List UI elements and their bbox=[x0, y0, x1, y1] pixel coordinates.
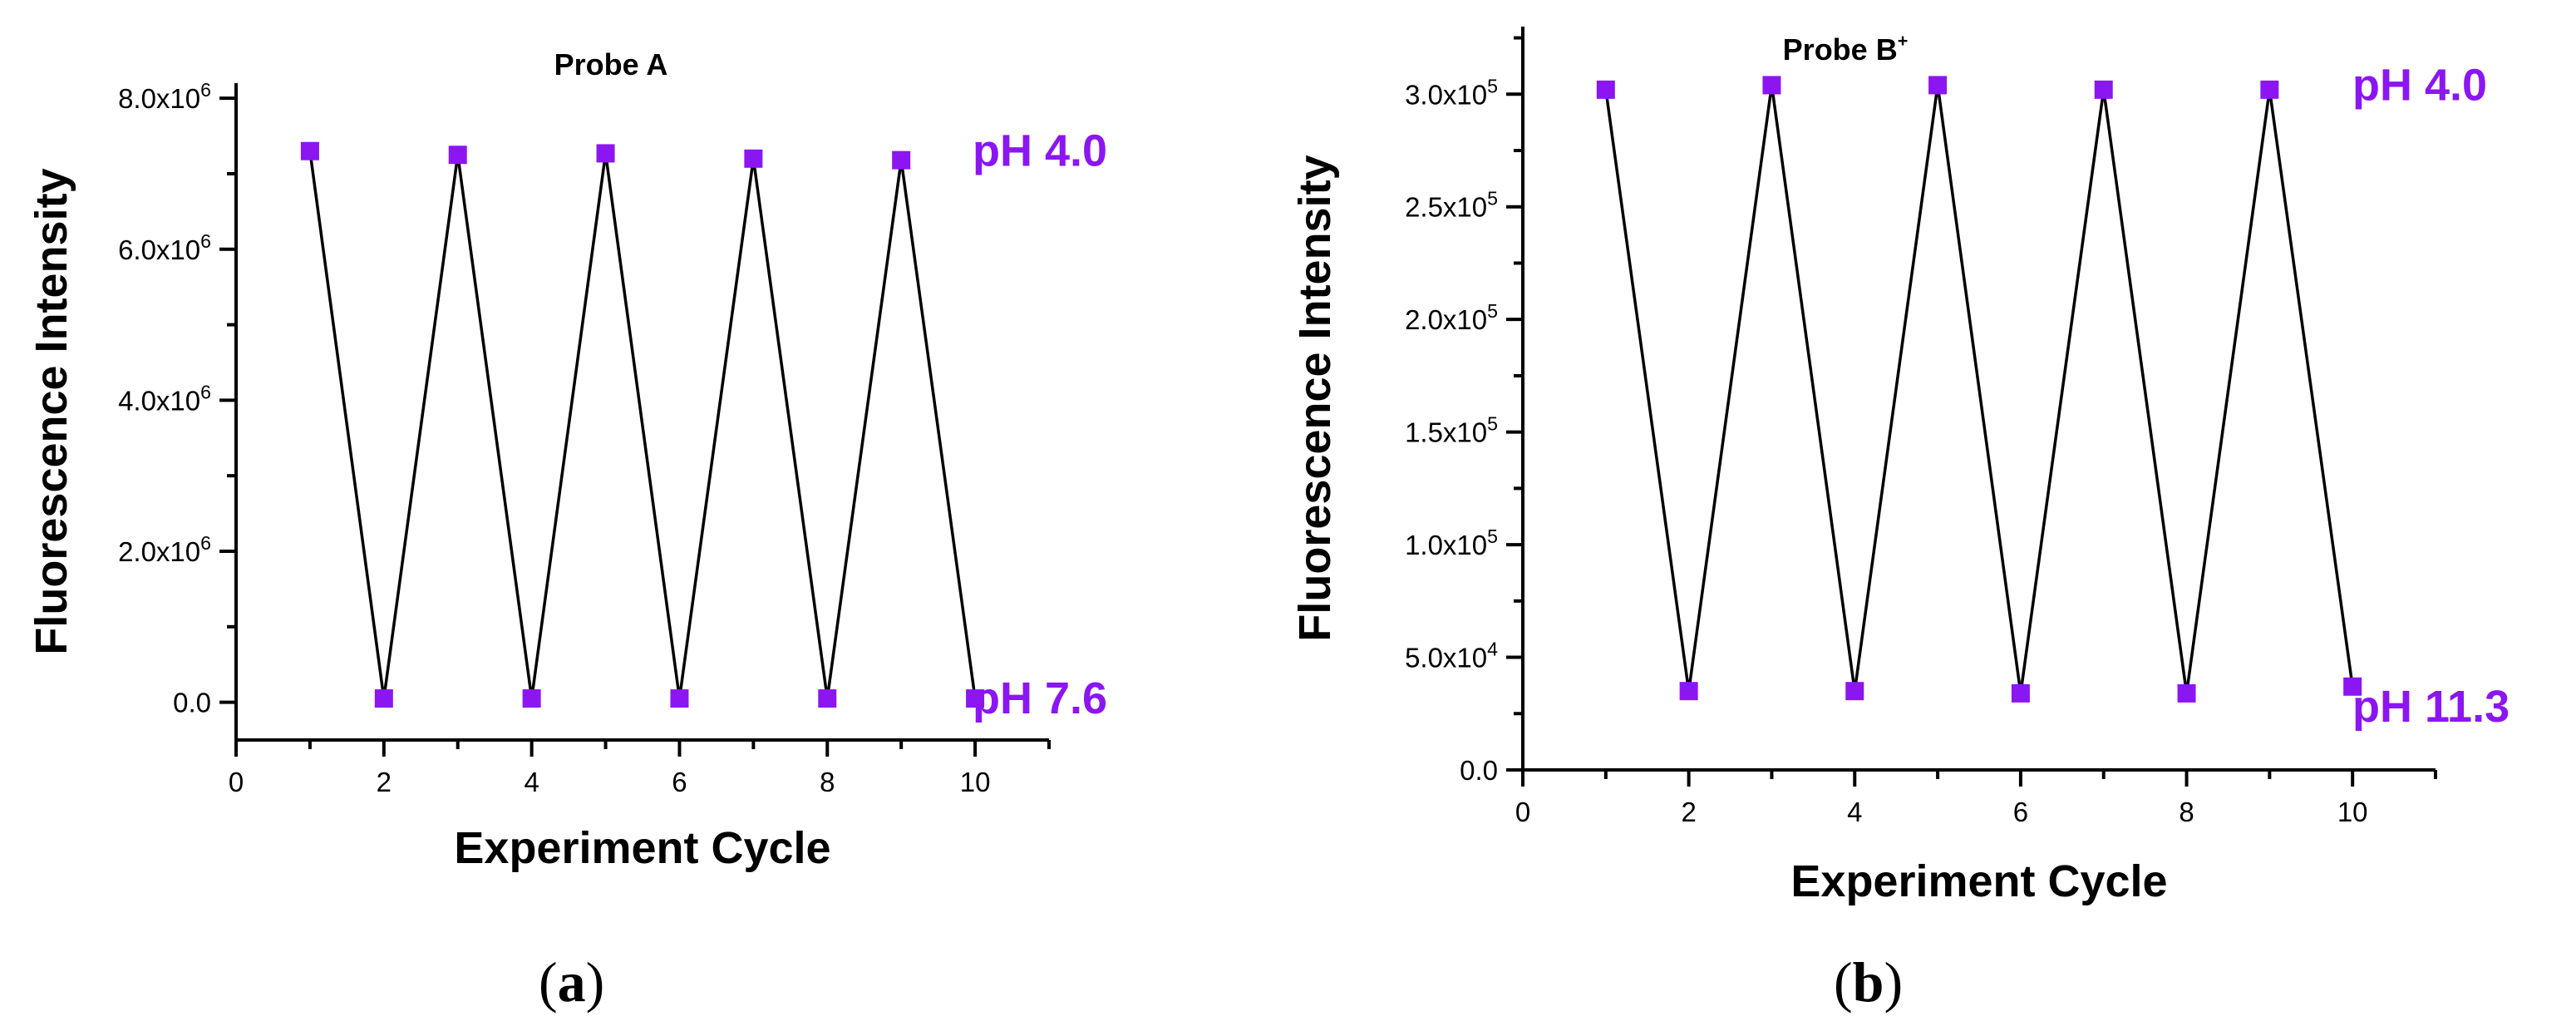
x-tick-label: 2 bbox=[1681, 797, 1696, 827]
y-tick-mantissa: 4.0x10 bbox=[118, 385, 200, 416]
y-tick-mantissa: 1.0x10 bbox=[1405, 530, 1487, 560]
data-point bbox=[1762, 76, 1781, 95]
y-tick-exponent: 5 bbox=[1487, 413, 1498, 435]
data-point bbox=[2343, 677, 2362, 696]
y-tick-label: 0.0 bbox=[1460, 755, 1498, 786]
y-tick-exponent: 5 bbox=[1487, 188, 1498, 210]
data-point bbox=[1845, 682, 1864, 701]
y-axis-label: Fluorescence Intensity bbox=[1290, 155, 1340, 641]
x-tick-label: 8 bbox=[2179, 797, 2194, 827]
x-tick-label: 2 bbox=[377, 767, 392, 797]
ph-annotation: pH 11.3 bbox=[2352, 682, 2510, 732]
y-tick-mantissa: 2.0x10 bbox=[1405, 304, 1487, 335]
chart-title: Probe B+ bbox=[1783, 30, 1909, 67]
data-point bbox=[818, 689, 837, 708]
y-tick-label: 3.0x105 bbox=[1405, 75, 1498, 110]
ph-annotation: pH 7.6 bbox=[973, 673, 1107, 723]
y-tick-exponent: 5 bbox=[1487, 75, 1498, 96]
x-tick-label: 6 bbox=[2013, 797, 2028, 827]
data-point bbox=[2177, 683, 2196, 703]
data-point bbox=[2011, 683, 2030, 703]
x-tick-label: 8 bbox=[820, 767, 835, 797]
data-point bbox=[744, 149, 763, 168]
chart-title: Probe A bbox=[554, 47, 668, 81]
x-tick-label: 0 bbox=[229, 767, 244, 797]
data-point bbox=[522, 689, 541, 708]
y-tick-mantissa: 5.0x10 bbox=[1405, 643, 1487, 673]
data-point bbox=[300, 141, 319, 160]
chart-probe-a: 0 2 4 6 8 100.02.0x1064.0x1066.0x1068.0x106Ex… bbox=[27, 47, 1107, 873]
data-point bbox=[1928, 76, 1948, 95]
y-tick-exponent: 6 bbox=[200, 79, 211, 101]
ph-annotation: pH 4.0 bbox=[2352, 60, 2487, 110]
y-tick-label: 1.0x105 bbox=[1405, 525, 1498, 560]
data-point bbox=[374, 689, 393, 708]
y-tick-exponent: 6 bbox=[200, 381, 211, 402]
y-tick-mantissa: 8.0x10 bbox=[118, 83, 200, 114]
y-tick-exponent: 4 bbox=[1487, 639, 1498, 660]
y-tick-exponent: 5 bbox=[1487, 525, 1498, 547]
y-tick-mantissa: 2.0x10 bbox=[118, 536, 200, 567]
y-tick-label: 8.0x106 bbox=[118, 79, 211, 114]
y-tick-mantissa: 1.5x10 bbox=[1405, 417, 1487, 448]
y-tick-exponent: 5 bbox=[1487, 300, 1498, 322]
y-tick-label: 1.5x105 bbox=[1405, 413, 1498, 448]
x-axis-label: Experiment Cycle bbox=[454, 823, 830, 873]
data-point bbox=[966, 689, 985, 708]
ph-annotation: pH 4.0 bbox=[973, 126, 1107, 176]
data-point bbox=[1679, 682, 1698, 701]
x-tick-label: 0 bbox=[1515, 797, 1530, 827]
y-tick-exponent: 6 bbox=[200, 230, 211, 252]
chart-probe-b: 0 2 4 6 8 100.05.0x1041.0x1051.5x1052.0x1052.… bbox=[1290, 27, 2510, 906]
x-tick-label: 4 bbox=[1847, 797, 1862, 827]
chart-title-text: Probe B bbox=[1783, 32, 1898, 67]
series-line bbox=[308, 150, 977, 699]
y-tick-mantissa: 3.0x10 bbox=[1405, 79, 1487, 110]
y-tick-label: 0.0 bbox=[173, 688, 211, 718]
data-point bbox=[892, 150, 911, 170]
data-point bbox=[670, 689, 689, 708]
data-point bbox=[596, 144, 615, 163]
caption-a: (a) bbox=[539, 950, 605, 1014]
x-tick-label: 4 bbox=[524, 767, 539, 797]
x-tick-label: 10 bbox=[960, 767, 991, 797]
y-tick-label: 4.0x106 bbox=[118, 381, 211, 416]
y-tick-exponent: 6 bbox=[200, 532, 211, 554]
x-tick-label: 10 bbox=[2337, 797, 2368, 827]
y-axis-label: Fluorescence Intensity bbox=[27, 168, 76, 654]
y-tick-label: 6.0x106 bbox=[118, 230, 211, 265]
data-point bbox=[1596, 80, 1615, 99]
y-tick-mantissa: 2.5x10 bbox=[1405, 192, 1487, 223]
y-tick-mantissa: 6.0x10 bbox=[118, 234, 200, 265]
y-tick-label: 5.0x104 bbox=[1405, 639, 1498, 673]
x-tick-label: 6 bbox=[672, 767, 687, 797]
chart-title-superscript: + bbox=[1898, 30, 1909, 51]
x-axis-label: Experiment Cycle bbox=[1790, 856, 2167, 906]
data-point bbox=[2094, 80, 2113, 99]
y-tick-mantissa: 0.0 bbox=[173, 688, 211, 718]
series-line bbox=[1604, 85, 2354, 694]
caption-b: (b) bbox=[1834, 950, 1904, 1014]
y-tick-label: 2.0x106 bbox=[118, 532, 211, 567]
chart-title-text: Probe A bbox=[554, 47, 668, 81]
data-point bbox=[448, 146, 467, 165]
y-tick-label: 2.5x105 bbox=[1405, 188, 1498, 223]
y-tick-mantissa: 0.0 bbox=[1460, 755, 1498, 786]
data-point bbox=[2260, 80, 2279, 99]
y-tick-label: 2.0x105 bbox=[1405, 300, 1498, 335]
